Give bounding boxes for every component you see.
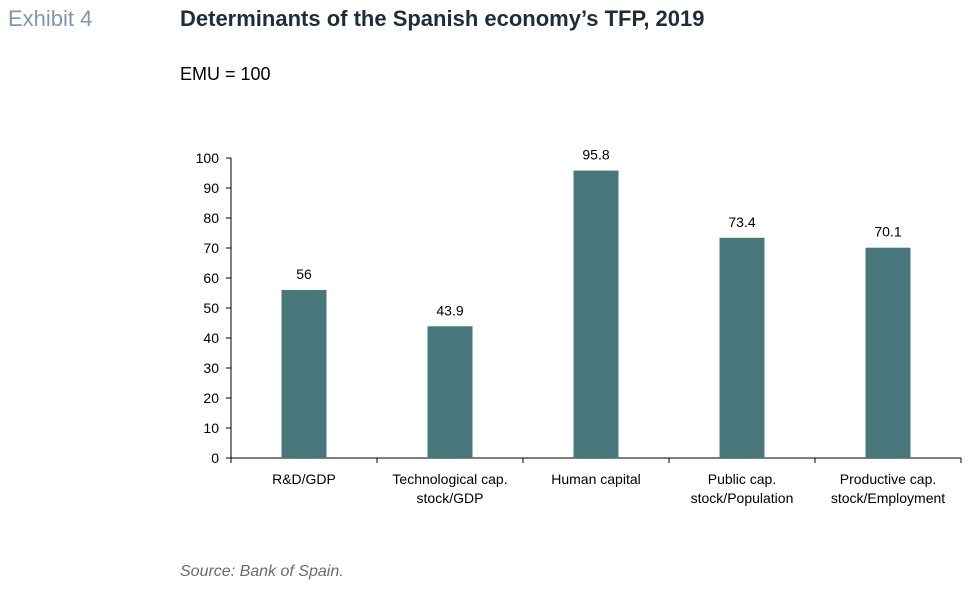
x-tick-label-line: stock/Population xyxy=(691,490,794,506)
y-tick-label: 10 xyxy=(203,420,219,436)
x-tick-label-line: Human capital xyxy=(551,471,641,487)
x-tick-label-line: Technological cap. xyxy=(392,471,507,487)
y-tick-label: 40 xyxy=(203,330,219,346)
data-label: 43.9 xyxy=(436,302,463,318)
x-tick-label-line: R&D/GDP xyxy=(272,471,336,487)
y-tick-label: 20 xyxy=(203,390,219,406)
x-tick-label: Human capital xyxy=(551,471,641,487)
bar xyxy=(573,170,619,458)
data-label: 73.4 xyxy=(728,214,755,230)
x-tick-label-line: Public cap. xyxy=(708,471,776,487)
exhibit-label: Exhibit 4 xyxy=(8,6,93,31)
unit-label: EMU = 100 xyxy=(180,64,271,84)
x-tick-label: Technological cap. stock/GDP xyxy=(392,471,507,506)
y-tick-label: 30 xyxy=(203,360,219,376)
data-label: 95.8 xyxy=(582,147,609,163)
y-tick-label: 50 xyxy=(203,300,219,316)
y-tick-label: 60 xyxy=(203,270,219,286)
data-label: 56 xyxy=(296,266,312,282)
x-tick-label-line: stock/GDP xyxy=(417,490,484,506)
x-tick-label-line: stock/Employment xyxy=(831,490,945,506)
y-tick-label: 0 xyxy=(211,450,219,466)
x-tick-label: R&D/GDP xyxy=(272,471,336,487)
bar xyxy=(719,237,765,458)
data-label: 70.1 xyxy=(874,224,901,240)
x-tick-label-line: Productive cap. xyxy=(840,471,937,487)
bar xyxy=(281,290,327,458)
chart-title: Determinants of the Spanish economy’s TF… xyxy=(180,6,705,31)
x-tick-label: Productive cap. stock/Employment xyxy=(831,471,945,506)
source-note: Source: Bank of Spain. xyxy=(180,563,344,580)
y-tick-label: 70 xyxy=(203,240,219,256)
x-tick-label: Public cap. stock/Population xyxy=(691,471,794,506)
bar xyxy=(427,326,473,458)
y-tick-label: 80 xyxy=(203,210,219,226)
bar xyxy=(865,247,911,458)
y-tick-label: 90 xyxy=(203,180,219,196)
y-tick-label: 100 xyxy=(196,150,220,166)
